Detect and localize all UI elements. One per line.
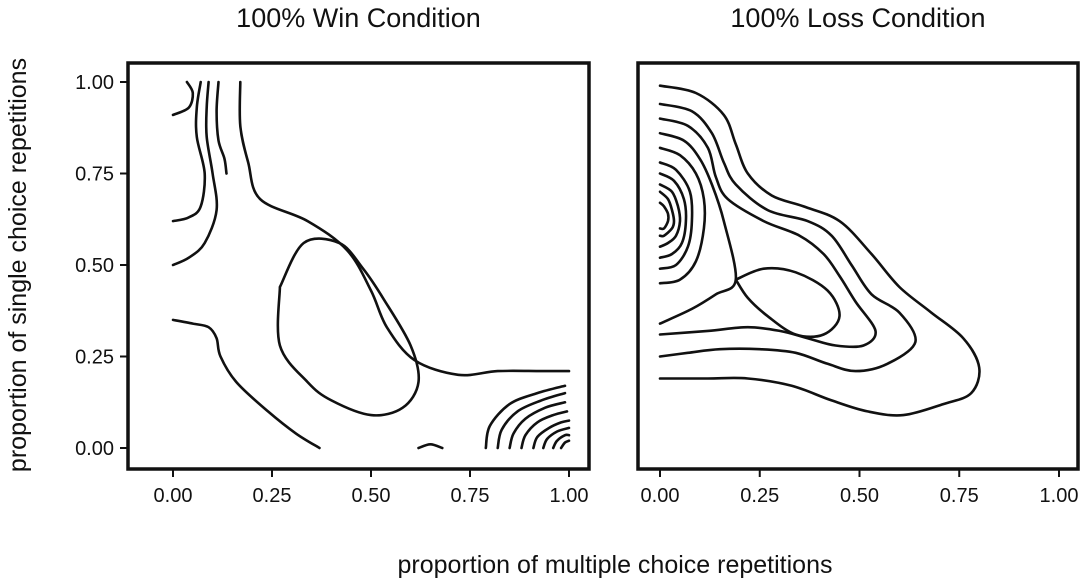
loss-contour-line-1 <box>658 84 981 417</box>
win-contour-line-8 <box>417 443 444 450</box>
loss-plot-frame <box>636 61 1080 471</box>
win-y-tick-label: 1.00 <box>75 72 114 94</box>
win-x-tick-label: 0.00 <box>154 485 193 507</box>
win-contour-line-9 <box>484 384 567 450</box>
loss-contour-line-9 <box>658 183 682 248</box>
loss-contour-line-10 <box>658 190 676 238</box>
win-contour-line-16 <box>559 439 571 450</box>
win-contour-line-6 <box>238 80 571 377</box>
win-x-tick-label: 0.50 <box>352 485 391 507</box>
win-contour-line-15 <box>551 433 571 450</box>
win-y-tick-label: 0.25 <box>75 347 114 369</box>
win-x-tick-label: 1.00 <box>550 485 589 507</box>
win-x-tick-label: 0.75 <box>451 485 490 507</box>
loss-panel-title: 100% Loss Condition <box>730 3 985 33</box>
win-y-tick-label: 0.75 <box>75 164 114 186</box>
loss-contour-line-6 <box>658 146 707 285</box>
loss-contour-line-3 <box>658 117 877 349</box>
win-contour-line-5 <box>171 318 321 450</box>
win-contour-line-4 <box>215 80 228 175</box>
x-axis-title: proportion of multiple choice repetition… <box>398 551 833 579</box>
win-contour-line-13 <box>532 419 571 450</box>
loss-contour-line-8 <box>658 172 688 259</box>
win-y-tick-label: 0.00 <box>75 438 114 460</box>
loss-x-tick-label: 0.00 <box>641 485 680 507</box>
loss-x-tick-label: 0.75 <box>940 485 979 507</box>
loss-contour-line-2 <box>658 102 917 373</box>
win-y-tick-label: 0.50 <box>75 255 114 277</box>
win-contour-line-14 <box>542 426 571 450</box>
loss-contour-line-5 <box>734 266 841 339</box>
win-contour-line-11 <box>508 401 567 450</box>
loss-x-tick-label: 0.50 <box>840 485 879 507</box>
win-contour-line-7 <box>276 237 421 417</box>
loss-x-tick-label: 1.00 <box>1040 485 1079 507</box>
win-contour-line-3 <box>171 80 219 267</box>
win-condition-panel: 100% Win Condition 0.00 0.25 0.50 0.75 1.00 0.… <box>75 3 591 507</box>
loss-contour-line-7 <box>658 161 694 270</box>
loss-contour-line-11 <box>658 201 670 231</box>
win-panel-title: 100% Win Condition <box>236 3 481 33</box>
loss-contour-line-4 <box>658 131 738 325</box>
loss-x-tick-label: 0.25 <box>740 485 779 507</box>
win-contour-line-2 <box>171 80 207 223</box>
win-x-tick-label: 0.25 <box>253 485 292 507</box>
win-contour-line-12 <box>520 410 569 450</box>
win-contour-line-1 <box>171 80 195 117</box>
loss-condition-panel: 100% Loss Condition 0.00 0.25 0.50 0.75 1.00 <box>636 3 1080 507</box>
win-contour-line-10 <box>496 391 567 450</box>
y-axis-title: proportion of single choice repetitions <box>4 58 32 472</box>
